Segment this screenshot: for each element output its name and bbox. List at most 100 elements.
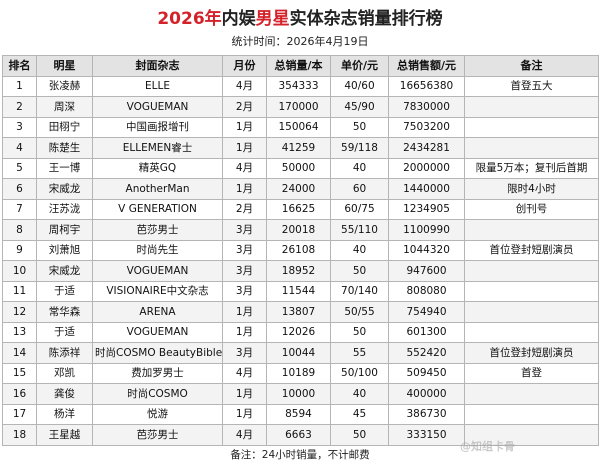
cell-star: 邓凯 bbox=[36, 362, 93, 384]
cell-month: 4月 bbox=[222, 75, 267, 97]
cell-sales: 41259 bbox=[266, 137, 331, 159]
cell-rank: 6 bbox=[2, 178, 37, 200]
cell-revenue: 947600 bbox=[388, 260, 465, 282]
cell-magazine: ELLEMEN睿士 bbox=[92, 137, 223, 159]
table-row: 5 王一博 精英GQ 4月 50000 40 2000000 限量5万本；复刊后首期 bbox=[2, 157, 599, 179]
cell-star: 陈添祥 bbox=[36, 342, 93, 364]
table-row: 8 周柯宇 芭莎男士 3月 20018 55/110 1100990 bbox=[2, 219, 599, 241]
cell-note bbox=[464, 301, 599, 323]
table-row: 7 汪苏泷 V GENERATION 2月 16625 60/75 1234905 创刊号 bbox=[2, 198, 599, 220]
cell-month: 1月 bbox=[222, 116, 267, 138]
cell-revenue: 400000 bbox=[388, 383, 465, 405]
cell-note: 限时4小时 bbox=[464, 178, 599, 200]
cell-star: 龚俊 bbox=[36, 383, 93, 405]
cell-rank: 3 bbox=[2, 116, 37, 138]
cell-note: 首登 bbox=[464, 362, 599, 384]
page-title: 2026年内娱男星实体杂志销量排行榜 bbox=[0, 8, 600, 30]
cell-sales: 13807 bbox=[266, 301, 331, 323]
cell-magazine: VOGUEMAN bbox=[92, 321, 223, 343]
title-pre: 内娱 bbox=[221, 9, 256, 29]
cell-note bbox=[464, 116, 599, 138]
cell-price: 40/60 bbox=[330, 75, 389, 97]
cell-revenue: 509450 bbox=[388, 362, 465, 384]
cell-revenue: 2000000 bbox=[388, 157, 465, 179]
header-rank: 排名 bbox=[2, 55, 37, 77]
cell-rank: 18 bbox=[2, 424, 37, 446]
cell-note bbox=[464, 137, 599, 159]
cell-month: 4月 bbox=[222, 424, 267, 446]
cell-star: 于适 bbox=[36, 321, 93, 343]
cell-revenue: 333150 bbox=[388, 424, 465, 446]
cell-month: 4月 bbox=[222, 362, 267, 384]
cell-price: 40 bbox=[330, 239, 389, 261]
cell-note bbox=[464, 403, 599, 425]
cell-magazine: 芭莎男士 bbox=[92, 424, 223, 446]
cell-note: 创刊号 bbox=[464, 198, 599, 220]
header-month: 月份 bbox=[222, 55, 267, 77]
cell-price: 60/75 bbox=[330, 198, 389, 220]
cell-magazine: V GENERATION bbox=[92, 198, 223, 220]
cell-star: 杨洋 bbox=[36, 403, 93, 425]
cell-magazine: ARENA bbox=[92, 301, 223, 323]
cell-sales: 24000 bbox=[266, 178, 331, 200]
cell-magazine: ELLE bbox=[92, 75, 223, 97]
cell-rank: 10 bbox=[2, 260, 37, 282]
cell-revenue: 808080 bbox=[388, 280, 465, 302]
cell-magazine: 时尚先生 bbox=[92, 239, 223, 261]
table-row: 17 杨洋 悦游 1月 8594 45 386730 bbox=[2, 403, 599, 425]
cell-sales: 150064 bbox=[266, 116, 331, 138]
cell-magazine: 中国画报增刊 bbox=[92, 116, 223, 138]
cell-sales: 20018 bbox=[266, 219, 331, 241]
table-row: 18 王星越 芭莎男士 4月 6663 50 333150 bbox=[2, 424, 599, 446]
table-row: 16 龚俊 时尚COSMO 1月 10000 40 400000 bbox=[2, 383, 599, 405]
cell-revenue: 754940 bbox=[388, 301, 465, 323]
cell-revenue: 601300 bbox=[388, 321, 465, 343]
cell-month: 1月 bbox=[222, 137, 267, 159]
cell-magazine: 悦游 bbox=[92, 403, 223, 425]
cell-rank: 17 bbox=[2, 403, 37, 425]
table-row: 10 宋威龙 VOGUEMAN 3月 18952 50 947600 bbox=[2, 260, 599, 282]
cell-revenue: 1440000 bbox=[388, 178, 465, 200]
table-row: 1 张凌赫 ELLE 4月 354333 40/60 16656380 首登五大 bbox=[2, 75, 599, 97]
cell-note bbox=[464, 383, 599, 405]
cell-month: 3月 bbox=[222, 239, 267, 261]
cell-rank: 12 bbox=[2, 301, 37, 323]
title-post: 实体杂志销量排行榜 bbox=[289, 9, 443, 29]
title-accent: 男星 bbox=[255, 9, 290, 29]
cell-price: 59/118 bbox=[330, 137, 389, 159]
table-row: 9 刘萧旭 时尚先生 3月 26108 40 1044320 首位登封短剧演员 bbox=[2, 239, 599, 261]
table-header-row: 排名 明星 封面杂志 月份 总销量/本 单价/元 总销售额/元 备注 bbox=[2, 55, 599, 77]
cell-rank: 5 bbox=[2, 157, 37, 179]
cell-month: 2月 bbox=[222, 96, 267, 118]
cell-sales: 354333 bbox=[266, 75, 331, 97]
cell-star: 陈楚生 bbox=[36, 137, 93, 159]
cell-price: 70/140 bbox=[330, 280, 389, 302]
cell-revenue: 1100990 bbox=[388, 219, 465, 241]
cell-star: 宋威龙 bbox=[36, 260, 93, 282]
cell-price: 50/100 bbox=[330, 362, 389, 384]
cell-rank: 2 bbox=[2, 96, 37, 118]
cell-price: 45/90 bbox=[330, 96, 389, 118]
sales-table: 排名 明星 封面杂志 月份 总销量/本 单价/元 总销售额/元 备注 1 张凌赫 E… bbox=[2, 55, 599, 446]
cell-sales: 50000 bbox=[266, 157, 331, 179]
cell-star: 于适 bbox=[36, 280, 93, 302]
table-row: 14 陈添祥 时尚COSMO BeautyBible 3月 10044 55 552420 首… bbox=[2, 342, 599, 364]
cell-revenue: 16656380 bbox=[388, 75, 465, 97]
table-row: 11 于适 VISIONAIRE中文杂志 3月 11544 70/140 808080 bbox=[2, 280, 599, 302]
cell-revenue: 552420 bbox=[388, 342, 465, 364]
cell-price: 55 bbox=[330, 342, 389, 364]
cell-sales: 11544 bbox=[266, 280, 331, 302]
cell-note: 限量5万本；复刊后首期 bbox=[464, 157, 599, 179]
cell-note bbox=[464, 424, 599, 446]
cell-month: 1月 bbox=[222, 403, 267, 425]
cell-note: 首位登封短剧演员 bbox=[464, 239, 599, 261]
cell-price: 60 bbox=[330, 178, 389, 200]
cell-month: 2月 bbox=[222, 198, 267, 220]
table-row: 15 邓凯 费加罗男士 4月 10189 50/100 509450 首登 bbox=[2, 362, 599, 384]
cell-price: 50 bbox=[330, 424, 389, 446]
header-star: 明星 bbox=[36, 55, 93, 77]
cell-magazine: VOGUEMAN bbox=[92, 96, 223, 118]
cell-magazine: 费加罗男士 bbox=[92, 362, 223, 384]
header-revenue: 总销售额/元 bbox=[388, 55, 465, 77]
cell-rank: 16 bbox=[2, 383, 37, 405]
